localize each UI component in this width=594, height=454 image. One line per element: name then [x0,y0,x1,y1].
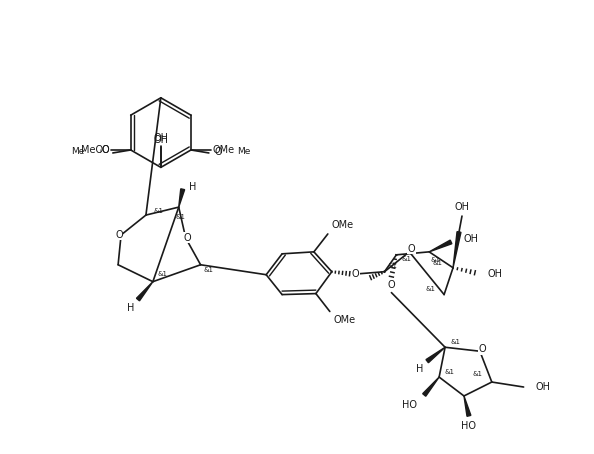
Text: OMe: OMe [334,316,356,326]
Text: OH: OH [454,202,469,212]
Text: &1: &1 [154,208,164,214]
Text: &1: &1 [432,260,442,266]
Polygon shape [464,396,471,416]
Polygon shape [423,377,439,396]
Text: &1: &1 [473,371,483,377]
Text: O: O [388,280,395,290]
Text: H: H [416,364,423,374]
Text: Me: Me [72,148,85,157]
Text: Me: Me [236,148,250,157]
Text: OH: OH [464,234,479,244]
Text: O: O [215,147,223,157]
Text: OMe: OMe [332,220,354,230]
Text: OH: OH [536,382,551,392]
Text: O: O [99,147,107,157]
Text: OH: OH [488,269,503,279]
Text: OH: OH [153,134,168,144]
Polygon shape [179,189,185,207]
Text: &1: &1 [430,257,440,263]
Text: OMe: OMe [213,145,235,155]
Text: O: O [101,145,109,155]
Text: O: O [115,230,123,240]
Text: H: H [127,302,135,312]
Text: O: O [184,233,191,243]
Polygon shape [453,232,461,268]
Polygon shape [426,347,445,363]
Text: HO: HO [402,400,417,410]
Text: H: H [189,182,197,192]
Text: HO: HO [462,421,476,431]
Text: &1: &1 [444,369,454,375]
Text: MeO: MeO [81,145,103,155]
Text: &1: &1 [176,214,186,220]
Text: O: O [407,244,415,254]
Text: O: O [478,344,486,354]
Polygon shape [429,240,452,252]
Text: O: O [101,145,109,155]
Text: &1: &1 [425,286,435,291]
Text: O: O [352,269,359,279]
Text: &1: &1 [450,339,460,345]
Polygon shape [137,281,153,301]
Text: &1: &1 [402,256,411,262]
Text: &1: &1 [387,263,397,269]
Text: &1: &1 [158,271,168,276]
Text: OH: OH [153,133,168,143]
Text: &1: &1 [204,267,214,273]
